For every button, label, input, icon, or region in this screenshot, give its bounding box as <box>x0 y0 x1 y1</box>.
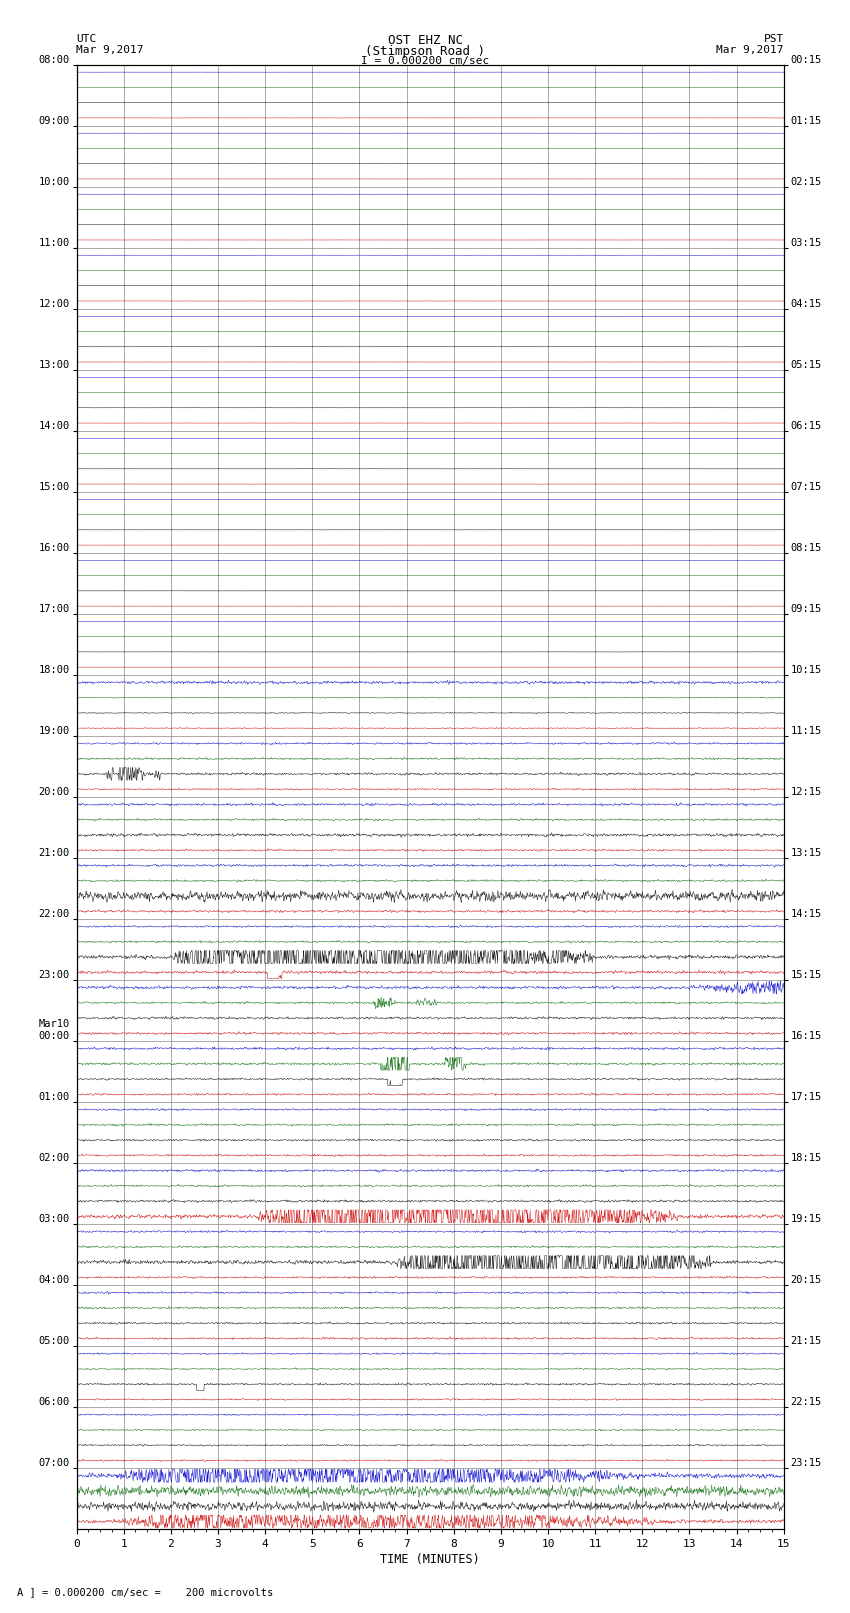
Text: (Stimpson Road ): (Stimpson Road ) <box>365 45 485 58</box>
Text: PST: PST <box>763 34 784 44</box>
Text: I = 0.000200 cm/sec: I = 0.000200 cm/sec <box>361 56 489 66</box>
Text: A ] = 0.000200 cm/sec =    200 microvolts: A ] = 0.000200 cm/sec = 200 microvolts <box>17 1587 273 1597</box>
Text: Mar 9,2017: Mar 9,2017 <box>717 45 784 55</box>
X-axis label: TIME (MINUTES): TIME (MINUTES) <box>380 1553 480 1566</box>
Text: OST EHZ NC: OST EHZ NC <box>388 34 462 47</box>
Text: Mar 9,2017: Mar 9,2017 <box>76 45 144 55</box>
Text: UTC: UTC <box>76 34 97 44</box>
